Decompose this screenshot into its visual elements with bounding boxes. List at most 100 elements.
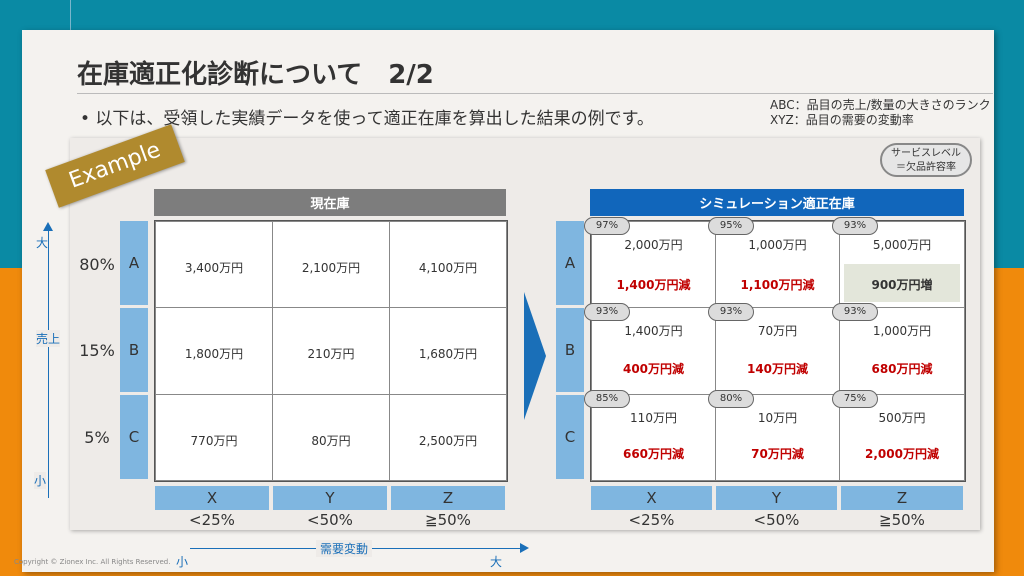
cell-diff: 1,400万円減 bbox=[616, 278, 691, 292]
sim-cell-b-x: 93% 1,400万円 400万円減 bbox=[584, 303, 716, 395]
cell-value: 2,100万円 bbox=[301, 261, 361, 275]
cell-value: 3,400万円 bbox=[184, 261, 244, 275]
horizontal-axis-arrow-icon bbox=[520, 543, 529, 553]
current-cell-c-z: 2,500万円 bbox=[389, 394, 507, 481]
current-cell-b-x: 1,800万円 bbox=[155, 307, 273, 395]
cell-value: 1,680万円 bbox=[418, 347, 478, 361]
cell-value: 1,000万円 bbox=[872, 324, 932, 338]
service-level-pill: 85% bbox=[584, 390, 630, 408]
row-pct-b: 15% bbox=[79, 341, 115, 360]
sim-cell-b-z: 93% 1,000万円 680万円減 bbox=[832, 303, 965, 395]
cell-diff: 660万円減 bbox=[622, 447, 685, 461]
cell-value: 10万円 bbox=[757, 411, 798, 425]
legend-abc: ABC：品目の売上/数量の大きさのランク bbox=[770, 98, 991, 112]
current-inventory-grid: 3,400万円 2,100万円 4,100万円 1,800万円 210万円 1,… bbox=[154, 220, 508, 482]
cell-value: 500万円 bbox=[878, 411, 926, 425]
simulation-grid: 97% 2,000万円 1,400万円減 95% 1,000万円 1,100万円… bbox=[584, 217, 966, 482]
current-col-header-z: Z bbox=[391, 486, 505, 510]
sim-col-ratio-x: <25% bbox=[628, 511, 675, 529]
sim-col-header-x: X bbox=[591, 486, 712, 510]
current-cell-a-x: 3,400万円 bbox=[155, 221, 273, 308]
page-title: 在庫適正化診断について 2/2 bbox=[77, 60, 434, 90]
service-level-pill: 93% bbox=[832, 303, 878, 321]
current-inventory-header: 現在庫 bbox=[154, 189, 506, 216]
cell-value: 1,400万円 bbox=[624, 324, 683, 338]
cell-diff: 400万円減 bbox=[622, 362, 685, 376]
service-level-pill: 75% bbox=[832, 390, 878, 408]
sim-cell-a-z: 93% 5,000万円 900万円増 bbox=[832, 217, 965, 308]
current-col-ratio-z: ≧50% bbox=[425, 511, 471, 529]
horizontal-axis-left-label: 小 bbox=[176, 555, 189, 569]
sim-cell-c-x: 85% 110万円 660万円減 bbox=[584, 390, 716, 481]
cell-diff: 680万円減 bbox=[871, 362, 933, 376]
transition-arrow-icon bbox=[524, 292, 546, 420]
cell-value: 1,800万円 bbox=[184, 347, 244, 361]
current-row-header-a: A bbox=[120, 221, 148, 305]
cell-value: 70万円 bbox=[757, 324, 798, 338]
current-col-header-x: X bbox=[155, 486, 269, 510]
cell-value: 5,000万円 bbox=[872, 238, 932, 252]
service-level-pill: 95% bbox=[708, 217, 754, 235]
service-level-line1: サービスレベル bbox=[891, 148, 961, 159]
service-level-pill: 97% bbox=[584, 217, 630, 235]
sim-col-header-y: Y bbox=[716, 486, 837, 510]
sim-row-header-a: A bbox=[556, 221, 584, 305]
service-level-pill: 80% bbox=[708, 390, 754, 408]
row-pct-a: 80% bbox=[79, 255, 115, 274]
current-col-ratio-x: <25% bbox=[189, 511, 235, 529]
increase-highlight bbox=[844, 264, 960, 302]
sim-row-header-c: C bbox=[556, 395, 584, 479]
sim-col-header-z: Z bbox=[841, 486, 963, 510]
vertical-axis-mid-label: 売上 bbox=[36, 330, 61, 347]
cell-value: 80万円 bbox=[311, 434, 351, 448]
cell-value: 4,100万円 bbox=[418, 261, 478, 275]
service-level-pill: 93% bbox=[708, 303, 754, 321]
current-col-header-y: Y bbox=[273, 486, 387, 510]
current-cell-c-x: 770万円 bbox=[155, 394, 273, 481]
cell-value: 770万円 bbox=[190, 434, 238, 448]
sim-cell-a-x: 97% 2,000万円 1,400万円減 bbox=[584, 217, 716, 308]
service-level-pill: 93% bbox=[584, 303, 630, 321]
bullet-text: • 以下は、受領した実績データを使って適正在庫を算出した結果の例です。 bbox=[80, 109, 654, 129]
legend-xyz: XYZ：品目の需要の変動率 bbox=[770, 113, 914, 127]
sim-cell-c-y: 80% 10万円 70万円減 bbox=[708, 390, 840, 481]
current-row-header-c: C bbox=[120, 395, 148, 479]
title-divider bbox=[77, 93, 993, 94]
sim-cell-a-y: 95% 1,000万円 1,100万円減 bbox=[708, 217, 840, 308]
sim-row-header-b: B bbox=[556, 308, 584, 392]
cell-diff: 1,100万円減 bbox=[740, 278, 815, 292]
current-cell-a-z: 4,100万円 bbox=[389, 221, 507, 308]
cell-value: 2,000万円 bbox=[624, 238, 683, 252]
cell-diff: 900万円増 bbox=[871, 278, 933, 292]
vertical-axis-arrow-icon bbox=[43, 222, 53, 231]
sim-cell-c-z: 75% 500万円 2,000万円減 bbox=[832, 390, 965, 481]
sim-cell-b-y: 93% 70万円 140万円減 bbox=[708, 303, 840, 395]
vertical-axis-bottom-label: 小 bbox=[34, 472, 47, 489]
current-cell-a-y: 2,100万円 bbox=[272, 221, 390, 308]
service-level-badge: サービスレベル ＝欠品許容率 bbox=[880, 143, 972, 177]
cell-diff: 70万円減 bbox=[751, 447, 804, 461]
current-row-header-b: B bbox=[120, 308, 148, 392]
service-level-line2: ＝欠品許容率 bbox=[896, 162, 956, 173]
copyright-text: Copyright © Zionex Inc. All Rights Reser… bbox=[14, 558, 171, 566]
horizontal-axis-label: 需要変動 bbox=[316, 540, 373, 557]
current-cell-b-z: 1,680万円 bbox=[389, 307, 507, 395]
sim-col-ratio-y: <50% bbox=[753, 511, 800, 529]
current-col-ratio-y: <50% bbox=[307, 511, 353, 529]
current-cell-b-y: 210万円 bbox=[272, 307, 390, 395]
cell-value: 1,000万円 bbox=[748, 238, 807, 252]
cell-diff: 140万円減 bbox=[746, 362, 809, 376]
row-pct-c: 5% bbox=[84, 428, 110, 447]
cell-value: 2,500万円 bbox=[418, 434, 478, 448]
legend-note: ABC：品目の売上/数量の大きさのランク XYZ：品目の需要の変動率 bbox=[770, 98, 991, 128]
simulation-header: シミュレーション適正在庫 bbox=[590, 189, 964, 216]
cell-diff: 2,000万円減 bbox=[865, 447, 939, 461]
vertical-axis-top-label: 大 bbox=[36, 236, 49, 250]
cell-value: 210万円 bbox=[307, 347, 355, 361]
cell-value: 110万円 bbox=[630, 411, 677, 425]
sim-col-ratio-z: ≧50% bbox=[879, 511, 925, 529]
current-cell-c-y: 80万円 bbox=[272, 394, 390, 481]
service-level-pill: 93% bbox=[832, 217, 878, 235]
horizontal-axis-right-label: 大 bbox=[490, 555, 503, 569]
vertical-axis-line bbox=[48, 230, 49, 498]
